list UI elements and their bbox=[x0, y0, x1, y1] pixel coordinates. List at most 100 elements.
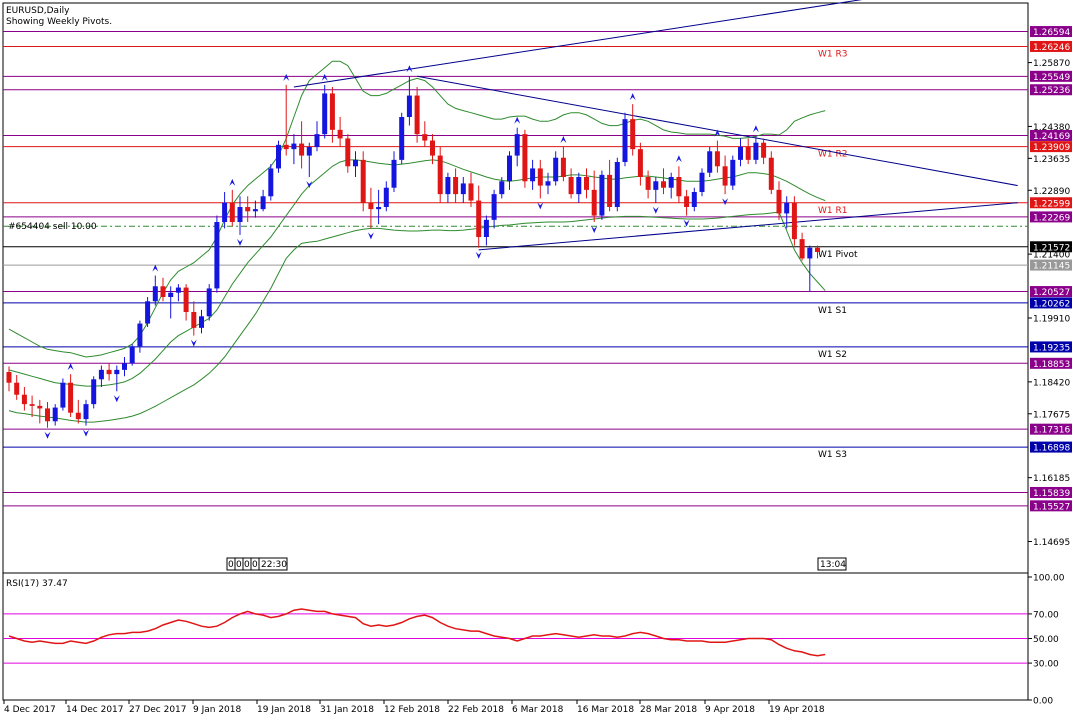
pivot-level-label: W1 S1 bbox=[818, 306, 847, 316]
price-tick-label: 1.25870 bbox=[1033, 59, 1070, 69]
candle-body bbox=[122, 363, 127, 370]
time-tick-label: 6 Mar 2018 bbox=[512, 705, 564, 715]
candle-body bbox=[576, 177, 582, 195]
price-tag bbox=[1030, 70, 1072, 82]
price-tick-label: 1.17675 bbox=[1033, 410, 1070, 420]
time-tick-label: 31 Jan 2018 bbox=[320, 705, 374, 715]
candle-body bbox=[753, 142, 759, 160]
fractal-up-icon bbox=[629, 93, 636, 101]
price-tick-label: 1.15527 bbox=[1033, 502, 1070, 512]
price-tick-label: 1.14695 bbox=[1033, 538, 1070, 548]
candle-body bbox=[6, 372, 12, 383]
candle-body bbox=[391, 159, 397, 188]
time-tick-label: 16 Mar 2018 bbox=[577, 705, 634, 715]
price-tick-label: 1.25549 bbox=[1033, 73, 1070, 83]
candle-body bbox=[376, 207, 382, 210]
fractal-down-icon bbox=[591, 226, 598, 233]
price-tick-label: 1.19235 bbox=[1033, 343, 1070, 353]
bollinger-middle-line bbox=[8, 159, 826, 387]
candle-body bbox=[329, 93, 335, 130]
candle-body bbox=[607, 174, 613, 207]
time-axis: 4 Dec 2017 14 Dec 2017 27 Dec 2017 9 Jan 20… bbox=[3, 700, 825, 715]
candle-body bbox=[175, 287, 181, 293]
candle-body bbox=[430, 140, 435, 156]
candle-body bbox=[129, 346, 135, 364]
pivot-level-label: W1 S3 bbox=[818, 450, 847, 460]
candle-body bbox=[499, 181, 505, 195]
bollinger-bands bbox=[8, 60, 826, 423]
price-tag bbox=[1030, 297, 1072, 309]
fractal-down-icon bbox=[722, 198, 729, 206]
candle-body bbox=[668, 177, 674, 188]
candle-body bbox=[599, 174, 605, 216]
candle-body bbox=[337, 129, 343, 139]
candle-body bbox=[791, 202, 797, 240]
price-tick-label: 1.21572 bbox=[1033, 243, 1070, 253]
price-tag bbox=[1030, 241, 1072, 253]
time-tick-label: 14 Dec 2017 bbox=[66, 705, 124, 715]
fractal-up-icon bbox=[321, 73, 328, 81]
candle-body bbox=[260, 196, 266, 210]
bollinger-upper-line bbox=[8, 60, 826, 358]
candle-body bbox=[222, 202, 228, 222]
candle-body bbox=[45, 408, 50, 422]
time-tick-label: 9 Jan 2018 bbox=[193, 705, 241, 715]
price-tick-label: 1.22599 bbox=[1033, 199, 1070, 209]
rsi-tick-label: 30.00 bbox=[1033, 660, 1059, 670]
time-tick-label: 27 Dec 2017 bbox=[129, 705, 187, 715]
candle-body bbox=[676, 177, 682, 197]
candle-body bbox=[299, 143, 305, 156]
candle-body bbox=[21, 394, 27, 405]
pivot-level-label: W1 Pivot bbox=[818, 250, 858, 260]
rsi-label: RSI(17) 37.47 bbox=[6, 579, 68, 589]
price-tick-label: 1.25236 bbox=[1033, 86, 1070, 96]
candle-body bbox=[684, 196, 690, 207]
candle-body bbox=[476, 200, 482, 237]
candle-body bbox=[214, 222, 220, 289]
candle-body bbox=[630, 119, 636, 150]
price-tag bbox=[1030, 259, 1072, 271]
candle-body bbox=[445, 177, 451, 195]
candle-body bbox=[206, 288, 212, 317]
candle-body bbox=[291, 143, 297, 150]
candle-body bbox=[360, 159, 366, 203]
candle-body bbox=[322, 93, 328, 135]
rsi-tick-label: 100.00 bbox=[1033, 574, 1065, 584]
candle-body bbox=[560, 157, 566, 177]
time-tick-label: 22 Feb 2018 bbox=[448, 705, 504, 715]
candle-body bbox=[568, 177, 574, 195]
candle-body bbox=[614, 162, 620, 207]
price-tick-label: 1.15839 bbox=[1033, 489, 1070, 499]
candle-body bbox=[437, 155, 443, 195]
price-tag bbox=[1030, 441, 1072, 453]
candle-body bbox=[491, 194, 497, 220]
candle-body bbox=[645, 177, 651, 190]
price-tag bbox=[1030, 357, 1072, 369]
candle-body bbox=[306, 147, 312, 156]
candle-body bbox=[229, 202, 235, 222]
price-axis: 1.26594 1.26246 1.25870 1.25549 1.25236 1.243… bbox=[1028, 26, 1072, 548]
candle-body bbox=[75, 412, 81, 420]
candle-body bbox=[414, 95, 420, 135]
candle-body bbox=[768, 157, 774, 190]
candle-body bbox=[152, 286, 158, 302]
candle-body bbox=[522, 134, 528, 182]
price-tick-label: 1.24380 bbox=[1033, 123, 1070, 133]
fractal-down-icon bbox=[367, 232, 374, 240]
price-tag bbox=[1030, 84, 1072, 96]
price-tick-label: 1.21145 bbox=[1033, 262, 1070, 272]
price-tick-label: 1.17316 bbox=[1033, 426, 1070, 436]
price-tag bbox=[1030, 26, 1072, 38]
price-tag bbox=[1030, 341, 1072, 353]
price-tick-label: 1.24169 bbox=[1033, 132, 1070, 142]
candle-body bbox=[183, 287, 189, 312]
fractal-down-icon bbox=[475, 251, 482, 259]
symbol-title: EURUSD,Daily bbox=[6, 6, 70, 16]
pivot-subtitle: Showing Weekly Pivots. bbox=[6, 17, 112, 27]
time-box-text: 22:30 bbox=[261, 560, 287, 570]
candle-body bbox=[106, 369, 112, 375]
time-box-text: 0 bbox=[252, 560, 258, 570]
fractal-up-icon bbox=[283, 73, 290, 81]
price-tag bbox=[1030, 211, 1072, 223]
candle-body bbox=[776, 189, 782, 214]
